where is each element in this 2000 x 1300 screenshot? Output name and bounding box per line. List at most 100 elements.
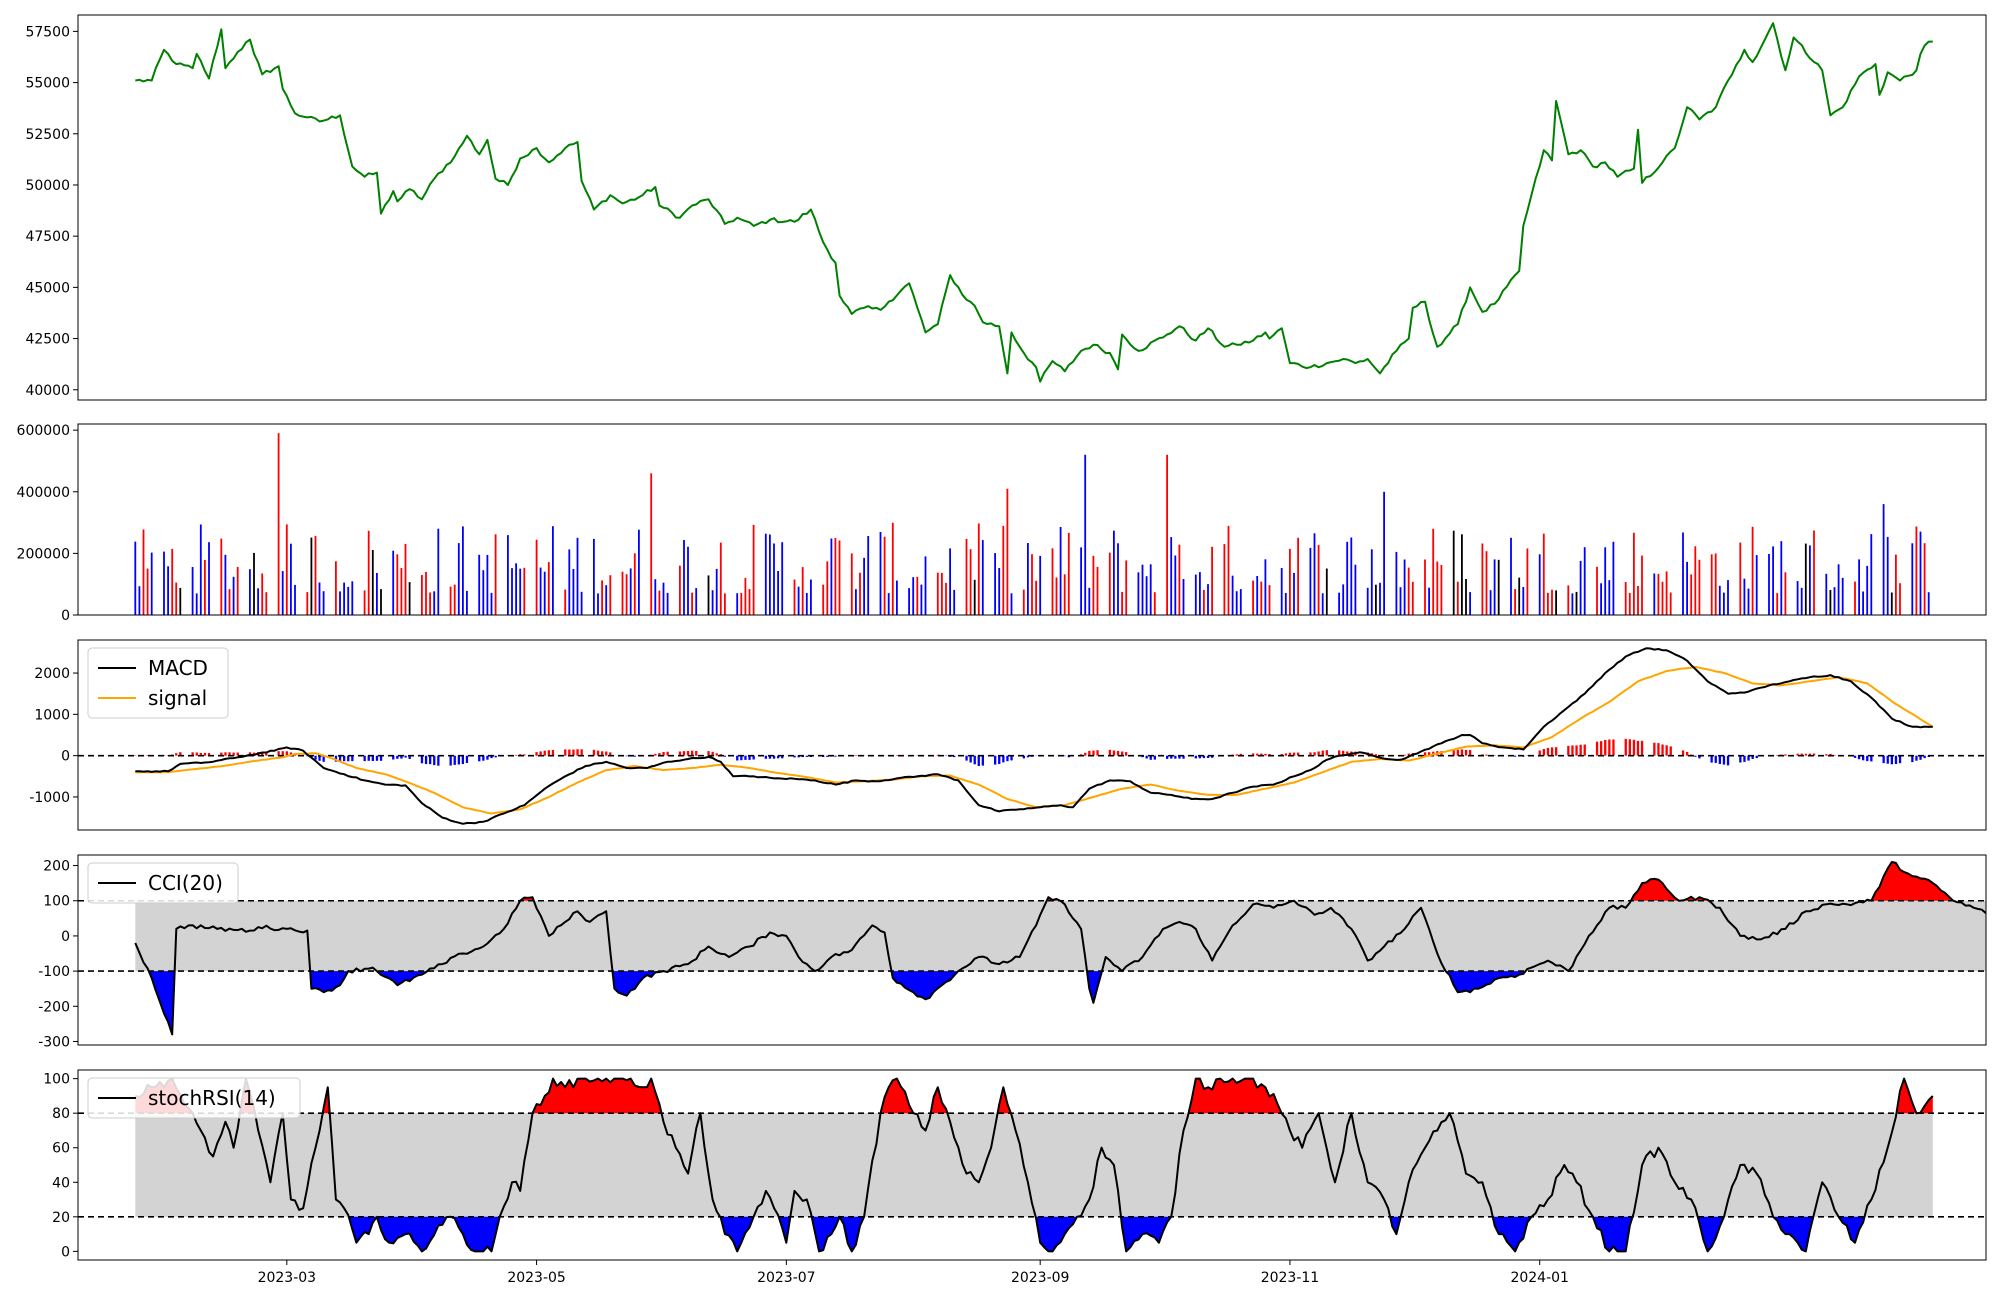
volume-bar [1567,585,1570,615]
macd-histogram-bar [854,755,858,756]
macd-histogram-bar [1166,755,1169,759]
macd-histogram-bar [236,752,239,756]
macd-histogram-bar [1681,750,1685,756]
macd-histogram-bar [781,755,784,759]
volume-bar [805,593,808,615]
macd-histogram-bar [379,755,383,761]
volume-bar [1727,580,1729,615]
macd-histogram-bar [1088,750,1091,756]
macd-histogram-bar [1595,741,1599,756]
volume-bar [1694,546,1697,615]
oversold-fill [376,1216,451,1252]
macd-histogram-bar [1686,751,1689,756]
volume-bar [138,586,141,615]
cci-line [134,861,1986,1036]
macd-histogram-bar [203,752,207,756]
macd-histogram-bar [1784,754,1787,756]
volume-bar [1370,549,1373,615]
macd-histogram-bar [1886,755,1889,764]
x-tick-label: 2024-01 [1510,1270,1569,1286]
macd-histogram-bar [1726,755,1730,766]
macd-histogram-bar [1485,754,1488,756]
volume-bar [1784,572,1787,615]
volume-bar [912,577,915,615]
volume-bar [744,577,747,615]
volume-bar [1796,581,1799,615]
volume-bar [822,584,825,615]
macd-histogram-bar [1112,750,1116,756]
macd-histogram-bar [1174,755,1177,759]
macd-histogram-bar [1264,753,1267,756]
volume-bar [945,582,947,615]
macd-histogram-bar [465,755,469,763]
macd-histogram-bar [207,753,211,756]
volume-bar [1776,593,1779,615]
volume-bar [724,593,726,615]
volume-bar [1309,547,1312,615]
macd-histogram-bar [1153,755,1156,760]
macd-histogram-bar [1338,750,1341,756]
oversold-fill [1773,1216,1814,1252]
macd-histogram-bar [965,755,968,761]
macd-histogram-bar [1006,755,1009,762]
volume-bar [1493,559,1496,615]
y-tick-label: 600000 [17,423,70,439]
macd-histogram-bar [1862,755,1865,761]
volume-bar [535,539,538,615]
macd-histogram-bar [1149,755,1152,760]
volume-bar [580,591,583,615]
macd-histogram-bar [1121,751,1124,756]
volume-bar [457,543,460,615]
macd-histogram-bar [457,755,460,765]
volume-bar [977,523,980,615]
macd-histogram-bar [1346,751,1349,756]
volume-bar [1289,548,1291,615]
macd-histogram-bar [678,751,682,756]
volume-bar [318,582,321,615]
volume-bar [568,549,571,615]
volume-bar [1284,593,1287,615]
x-tick-label: 2023-09 [1011,1270,1070,1286]
oversold-fill [1492,1216,1532,1252]
volume-bar [1280,568,1283,615]
macd-histogram-bar [658,753,661,756]
macd-histogram-bar [1608,739,1611,756]
macd-histogram-bar [1776,755,1779,756]
macd-line [135,647,1933,825]
volume-bar [547,562,550,615]
volume-bar [855,589,857,615]
volume-bar [1260,581,1263,615]
volume-bar [1170,537,1173,615]
macd-histogram-bar [826,755,829,757]
volume-bar [715,568,718,615]
volume-bar [1780,541,1783,615]
macd-histogram-bar [1870,755,1873,762]
y-tick-label: 0 [61,1244,70,1260]
macd-histogram-bar [1743,755,1746,762]
volume-bar [1858,559,1860,615]
volume-bar [511,568,513,615]
macd-histogram-bar [392,755,395,760]
volume-bar [1239,589,1242,615]
volume-bar [519,568,522,615]
macd-histogram-bar [408,755,411,759]
macd-histogram-bar [375,755,379,761]
y-tick-label: 57500 [25,24,70,40]
macd-histogram-bar [494,755,497,758]
macd-histogram-bar [199,752,202,756]
y-tick-label: 2000 [34,666,70,682]
macd-histogram-bar [601,751,604,756]
volume-bar [1497,559,1500,615]
volume-bar [896,580,898,615]
volume-bar [1854,581,1856,615]
volume-bar [400,568,403,615]
volume-bar [1800,587,1803,615]
volume-bar [1669,592,1672,615]
volume-bar [998,568,1001,615]
volume-bar [466,590,468,615]
y-tick-label: 60 [52,1141,70,1157]
volume-bar [1039,555,1042,615]
macd-histogram-bar [482,755,485,761]
volume-bar [924,556,927,615]
